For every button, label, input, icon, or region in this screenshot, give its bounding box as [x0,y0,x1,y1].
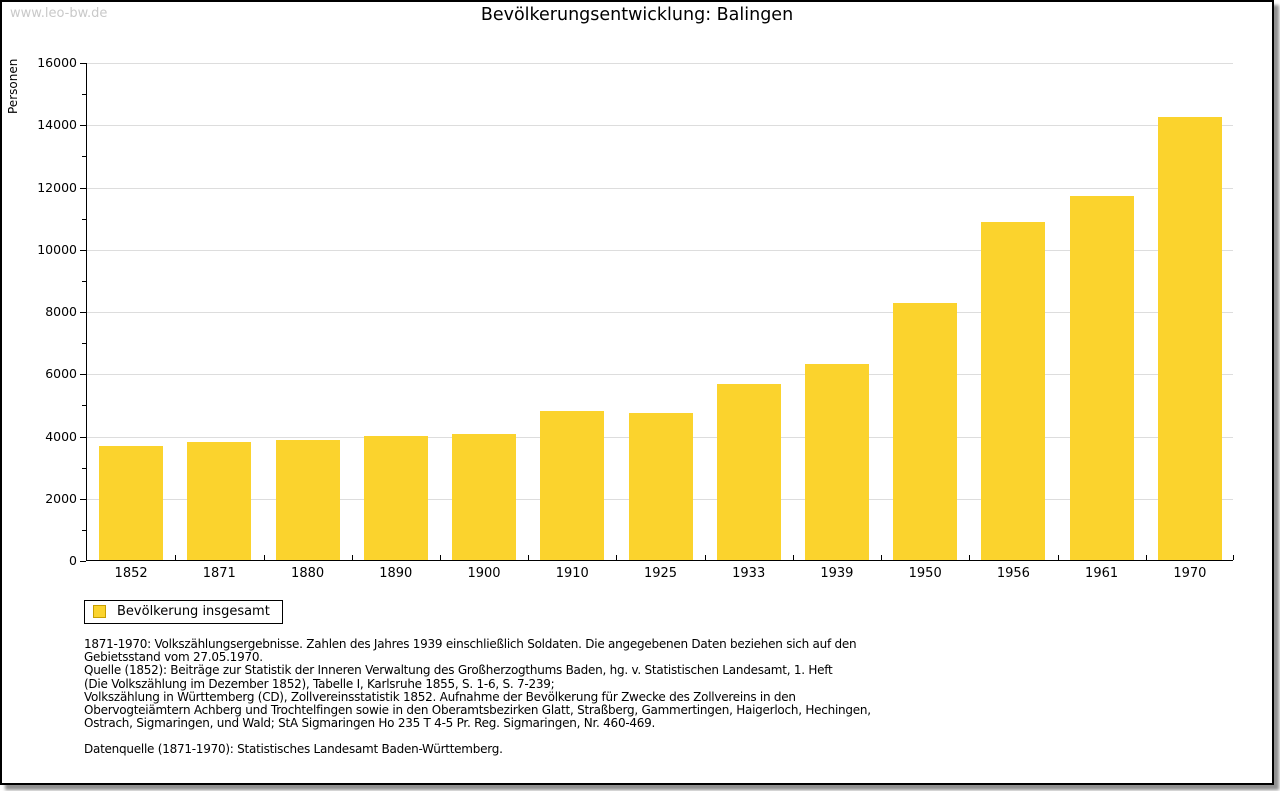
y-minor-tick [82,343,86,344]
gridline-10000 [87,250,1233,251]
y-major-tick [80,437,86,438]
x-boundary-tick [1145,555,1147,560]
x-category-label: 1900 [467,566,501,581]
bar-1939 [805,363,869,560]
bar-1910 [540,410,605,560]
x-boundary-tick [528,555,530,560]
y-tick-label: 8000 [45,304,77,319]
y-major-tick [80,374,86,375]
legend-swatch-icon [93,605,106,618]
y-tick-label: 14000 [37,117,77,132]
x-category-label: 1961 [1085,566,1119,581]
x-category-label: 1925 [643,566,678,581]
bar-1925 [628,412,693,560]
y-tick-label: 10000 [37,242,77,257]
y-minor-tick [82,530,86,531]
y-major-tick [80,312,86,313]
x-category-label: 1910 [555,566,589,581]
legend: Bevölkerung insgesamt [84,600,283,624]
legend-label: Bevölkerung insgesamt [117,604,270,619]
datasource-note: Datenquelle (1871-1970): Statistisches L… [84,742,503,756]
y-major-tick [80,499,86,500]
site-watermark: www.leo-bw.de [10,6,108,21]
y-minor-tick [82,156,86,157]
y-minor-tick [82,468,86,469]
x-boundary-tick [704,555,706,560]
x-boundary-tick [175,555,177,560]
y-tick-label: 16000 [37,55,77,70]
gridline-14000 [87,125,1233,126]
bar-1961 [1069,195,1134,560]
x-boundary-tick [616,555,618,560]
bar-1880 [275,439,340,560]
x-boundary-tick [439,555,441,560]
x-category-label: 1950 [908,566,942,581]
bar-1933 [716,383,781,560]
x-boundary-tick [792,555,794,560]
x-category-label: 1970 [1173,566,1207,581]
gridline-12000 [87,188,1233,189]
y-tick-label: 4000 [45,429,77,444]
x-boundary-tick [969,555,971,560]
gridline-8000 [87,312,1233,313]
source-notes: 1871-1970: Volkszählungsergebnisse. Zahl… [84,637,871,731]
x-boundary-tick [1057,555,1059,560]
x-category-label: 1933 [732,566,766,581]
y-major-tick [80,188,86,189]
chart-title: Bevölkerungsentwicklung: Balingen [480,5,794,25]
x-category-label: 1956 [996,566,1030,581]
bar-1970 [1157,116,1222,560]
bar-1950 [893,302,958,560]
bar-1852 [99,445,164,560]
bar-1956 [981,222,1046,560]
x-category-label: 1871 [202,566,236,581]
y-tick-label: 0 [69,553,77,568]
y-major-tick [80,250,86,251]
y-major-tick [80,561,86,562]
y-major-tick [80,63,86,64]
gridline-6000 [87,374,1233,375]
x-category-label: 1890 [379,566,413,581]
y-tick-label: 6000 [45,366,77,381]
plot-area: 0 2000 4000 6000 8000 10000 12000 14000 16000 185… [37,56,1234,581]
y-minor-tick [82,94,86,95]
bar-1900 [452,434,516,560]
x-boundary-tick [881,555,883,560]
bar-1890 [363,435,428,560]
bar-1871 [187,441,252,560]
x-boundary-tick [351,555,353,560]
y-tick-label: 2000 [45,491,77,506]
x-boundary-tick [263,555,265,560]
y-major-tick [80,125,86,126]
gridline-16000 [87,63,1233,64]
y-minor-tick [82,405,86,406]
x-category-label: 1852 [114,566,148,581]
x-category-label: 1939 [820,566,854,581]
x-end-tick [1233,555,1234,560]
y-minor-tick [82,219,86,220]
y-tick-label: 12000 [37,180,77,195]
x-category-label: 1880 [291,566,325,581]
y-minor-tick [82,281,86,282]
